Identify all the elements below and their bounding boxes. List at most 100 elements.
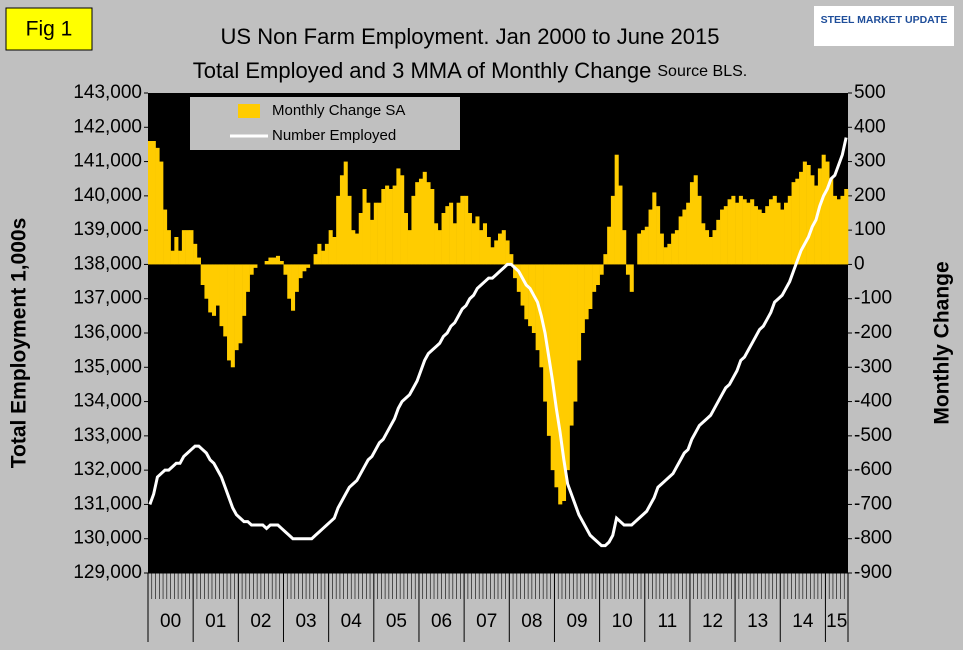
bar — [561, 264, 567, 501]
bar — [825, 161, 830, 265]
bar — [174, 237, 179, 265]
y-axis-label: Total Employment 1,000s — [8, 218, 31, 469]
bar — [516, 264, 521, 292]
bar — [753, 206, 758, 265]
bar — [720, 209, 725, 265]
bar — [155, 147, 160, 265]
bar — [735, 202, 740, 265]
bar — [283, 264, 288, 275]
x-tick-label: 11 — [657, 611, 677, 632]
bar — [354, 233, 360, 265]
bar — [531, 264, 536, 333]
bar — [407, 230, 412, 265]
y-tick-label: 143,000 — [73, 82, 142, 103]
bar — [701, 223, 706, 265]
y2-tick-label: -600 — [854, 459, 892, 480]
x-tick-label: 10 — [612, 611, 633, 632]
y-tick-label: 133,000 — [73, 425, 142, 446]
bar — [287, 264, 292, 299]
bar — [324, 243, 329, 265]
bar — [208, 264, 213, 313]
bar — [821, 154, 826, 265]
bar — [708, 237, 713, 265]
bar — [791, 182, 796, 265]
bar — [422, 171, 427, 265]
bar — [637, 233, 642, 265]
fig-label: Fig 1 — [26, 18, 73, 41]
bar — [185, 230, 190, 265]
bar — [403, 213, 408, 265]
bar — [441, 213, 446, 265]
bar — [211, 264, 217, 316]
bar — [614, 154, 619, 265]
y2-axis-label: Monthly Change — [931, 261, 954, 424]
bar — [321, 250, 326, 265]
chart-title: US Non Farm Employment. Jan 2000 to June… — [221, 24, 720, 49]
y-tick-label: 134,000 — [73, 391, 142, 412]
bar — [456, 202, 461, 265]
y-tick-label: 130,000 — [73, 528, 142, 549]
bar — [437, 230, 442, 265]
bar — [686, 202, 691, 265]
bar — [648, 209, 653, 265]
bar — [430, 189, 435, 265]
bar — [373, 202, 378, 265]
y2-tick-label: 100 — [854, 219, 886, 240]
line — [148, 137, 848, 548]
bar — [275, 255, 281, 265]
subtitle: Total Employed and 3 MMA of Monthly Chan… — [193, 58, 652, 83]
bar — [358, 213, 363, 265]
bar — [802, 161, 807, 265]
bar — [298, 264, 303, 279]
bar — [302, 264, 307, 272]
bar — [366, 202, 371, 265]
bar — [163, 209, 168, 265]
y2-tick-label: -500 — [854, 425, 892, 446]
bar — [603, 254, 608, 265]
bar — [264, 261, 269, 265]
bar — [814, 185, 819, 265]
x-tick-label: 00 — [160, 611, 181, 632]
bar — [215, 264, 220, 306]
bar — [336, 195, 341, 265]
bar — [599, 264, 604, 275]
y2-tick-label: -100 — [854, 288, 892, 309]
bar — [482, 223, 488, 265]
bar — [836, 199, 841, 265]
logo: STEEL MARKET UPDATE — [821, 14, 948, 26]
bar — [656, 206, 661, 265]
bar — [445, 206, 450, 265]
bar — [313, 254, 318, 265]
bar — [644, 226, 649, 265]
bar — [392, 185, 397, 265]
y-tick-label: 140,000 — [73, 185, 142, 206]
y2-tick-label: -200 — [854, 322, 892, 343]
bar — [817, 168, 822, 265]
bar — [592, 264, 597, 292]
legend-label: Number Employed — [272, 127, 396, 144]
bar — [799, 171, 804, 265]
bar — [795, 178, 800, 265]
bar — [227, 264, 232, 361]
bar — [844, 189, 849, 265]
bar — [317, 243, 322, 265]
bar — [573, 264, 578, 402]
bar — [742, 199, 747, 265]
bar — [234, 264, 239, 351]
bar — [693, 175, 698, 265]
y-tick-label: 138,000 — [73, 253, 142, 274]
bar — [757, 209, 762, 265]
x-tick-label: 02 — [250, 611, 271, 632]
bar — [622, 230, 627, 265]
bar — [381, 189, 386, 265]
bar — [328, 230, 333, 265]
bar — [242, 264, 247, 316]
bar — [731, 195, 736, 265]
bar — [498, 233, 503, 265]
bar — [426, 182, 431, 265]
y2-tick-label: 200 — [854, 185, 886, 206]
bar — [697, 195, 702, 265]
bar — [362, 189, 367, 265]
y-tick-label: 136,000 — [73, 322, 142, 343]
